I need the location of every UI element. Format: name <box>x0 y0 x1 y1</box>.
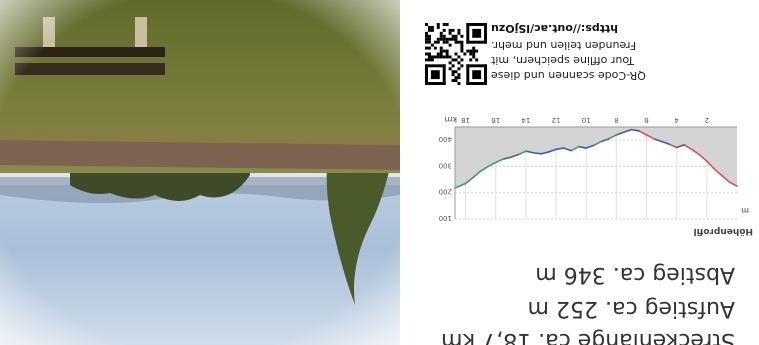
elevation-segment <box>615 131 625 136</box>
elevation-segment <box>502 156 512 160</box>
ascent-stat: Aufstieg ca. 252 m <box>527 296 735 321</box>
elevation-segment <box>690 148 701 156</box>
x-tick-label: 14 <box>521 116 530 124</box>
elevation-segment <box>454 182 467 189</box>
chart-title: Höhenprofil <box>694 226 753 236</box>
elevation-segment <box>547 148 557 153</box>
landscape-photo <box>0 0 400 345</box>
elevation-segment <box>660 140 670 145</box>
x-tick-label: 16 <box>491 116 500 124</box>
elevation-segment <box>713 168 723 177</box>
y-axis-label: m <box>741 206 749 215</box>
qr-code[interactable] <box>425 23 487 85</box>
elevation-segment <box>487 161 497 168</box>
elevation-segment <box>555 147 565 151</box>
x-tick-label: 4 <box>674 116 679 124</box>
elevation-segment <box>728 181 738 187</box>
x-tick-label: 6 <box>644 116 649 124</box>
elevation-segment <box>645 134 655 140</box>
qr-section: QR-Code scannen und diese Tour offline s… <box>411 5 751 95</box>
elevation-profile-chart: Höhenprofil m 100 200 300 400 2 4 6 8 10 12 14 16 18… <box>439 115 753 236</box>
elevation-segment <box>668 143 678 149</box>
qr-text-line: Tour offline speichern, mit <box>491 54 634 67</box>
elevation-segment <box>472 170 482 179</box>
elevation-segment <box>721 174 731 184</box>
elevation-segment <box>585 144 595 149</box>
x-axis-label: km <box>444 115 457 124</box>
elevation-segment <box>494 158 505 164</box>
elevation-segment <box>479 165 489 172</box>
x-tick-label: 8 <box>614 116 618 124</box>
elevation-segment <box>525 150 535 154</box>
elevation-segment <box>517 150 527 156</box>
x-tick-label: 10 <box>582 116 591 124</box>
y-tick-label: 300 <box>439 161 452 169</box>
distance-stat: Streckenlänge ca. 18,7 km <box>441 328 735 345</box>
elevation-segment <box>592 140 603 147</box>
tour-info: Streckenlänge ca. 18,7 km Aufstieg ca. 2… <box>404 0 759 345</box>
elevation-segment <box>638 130 648 136</box>
elevation-segment <box>653 138 663 143</box>
elevation-segment <box>683 144 693 151</box>
y-tick-label: 100 <box>439 214 452 222</box>
y-tick-label: 400 <box>439 135 452 143</box>
elevation-segment <box>706 160 716 170</box>
qr-link[interactable]: https://out.ac/lSjOzu <box>491 22 619 35</box>
elevation-segment <box>630 128 640 132</box>
descent-stat: Abstieg ca. 346 m <box>535 262 735 287</box>
elevation-segment <box>600 138 610 143</box>
elevation-segment <box>675 144 686 149</box>
elevation-segment <box>623 128 633 134</box>
qr-text-line: Freunden teilen und mehr. <box>491 39 637 52</box>
x-tick-label: 2 <box>705 116 709 124</box>
elevation-segment <box>698 153 708 162</box>
elevation-segment <box>570 145 580 152</box>
elevation-segment <box>540 151 550 155</box>
qr-text-line: QR-Code scannen und diese <box>491 69 646 82</box>
elevation-segment <box>577 145 587 149</box>
x-tick-label: 18 <box>461 116 470 124</box>
y-tick-label: 200 <box>439 188 452 196</box>
elevation-segment <box>562 147 572 152</box>
elevation-segment <box>509 153 520 159</box>
x-tick-label: 12 <box>552 116 561 124</box>
elevation-area <box>455 127 737 188</box>
elevation-segment <box>532 151 542 155</box>
elevation-segment <box>464 176 474 185</box>
elevation-segment <box>608 134 618 140</box>
